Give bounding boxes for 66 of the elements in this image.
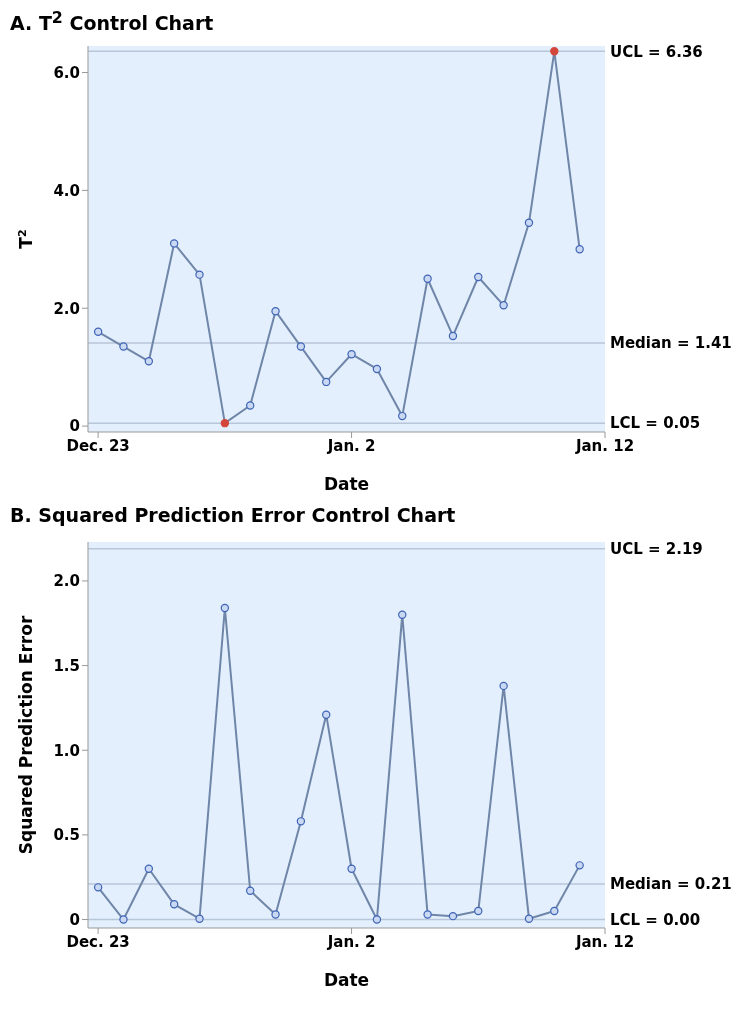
point (271, 910, 280, 919)
ref-line-label: Median = 0.21 (610, 875, 732, 894)
point (398, 411, 407, 421)
ref-line-label: UCL = 6.36 (610, 42, 703, 61)
point (575, 245, 584, 254)
point (474, 906, 483, 916)
point (322, 710, 331, 719)
point (550, 47, 559, 56)
point (220, 418, 230, 428)
x-axis-title: Date (323, 474, 370, 494)
x-tick-label: Jan. 2 (326, 436, 376, 455)
point (575, 861, 584, 870)
ref-line-label: LCL = 0.00 (610, 910, 701, 929)
chart-title: B. Squared Prediction Error Control Chart (9, 504, 457, 528)
y-tick-label: 6.0 (53, 63, 80, 82)
point (347, 864, 356, 873)
x-tick-label: Jan. 2 (326, 932, 376, 951)
point (398, 610, 407, 619)
point (448, 911, 458, 921)
point (169, 239, 179, 248)
point (296, 342, 306, 351)
y-axis-title: Squared Prediction Error (16, 615, 36, 855)
y-tick-label: 1.5 (53, 656, 80, 675)
point (423, 910, 432, 919)
x-axis-title: Date (323, 970, 370, 990)
point (296, 817, 306, 826)
point (423, 274, 432, 283)
y-tick-label: 0 (69, 417, 80, 436)
point (524, 914, 534, 923)
y-tick-label: 0 (69, 910, 80, 929)
point (499, 681, 508, 691)
point (271, 306, 280, 316)
x-tick-label: Dec. 23 (66, 932, 130, 951)
point (448, 331, 458, 341)
point (372, 364, 382, 374)
ref-line-label: UCL = 2.19 (610, 540, 703, 559)
point (119, 342, 128, 351)
point (93, 883, 103, 892)
ref-line-label: LCL = 0.05 (610, 414, 701, 433)
point (246, 401, 255, 410)
y-tick-label: 0.5 (53, 826, 80, 845)
point (144, 357, 154, 366)
ref-line-label: Median = 1.41 (610, 334, 732, 353)
point (246, 886, 255, 895)
point (195, 914, 204, 923)
y-tick-label: 2.0 (53, 299, 80, 318)
point (220, 603, 230, 613)
point (144, 864, 154, 873)
y-tick-label: 2.0 (53, 572, 80, 591)
point (93, 327, 103, 337)
chart-title: A. T$^{2}$ Control Chart (9, 8, 215, 36)
x-tick-label: Jan. 12 (574, 932, 635, 951)
point (195, 270, 204, 279)
point (372, 915, 382, 924)
point (499, 301, 508, 310)
x-tick-label: Jan. 12 (574, 436, 635, 455)
y-tick-label: 4.0 (53, 181, 80, 200)
point (119, 915, 128, 924)
point (322, 377, 331, 387)
point (550, 906, 559, 916)
y-tick-label: 1.0 (53, 741, 80, 760)
point (347, 350, 356, 359)
point (524, 218, 534, 227)
point (169, 900, 179, 909)
point (474, 272, 483, 282)
x-tick-label: Dec. 23 (66, 436, 130, 455)
